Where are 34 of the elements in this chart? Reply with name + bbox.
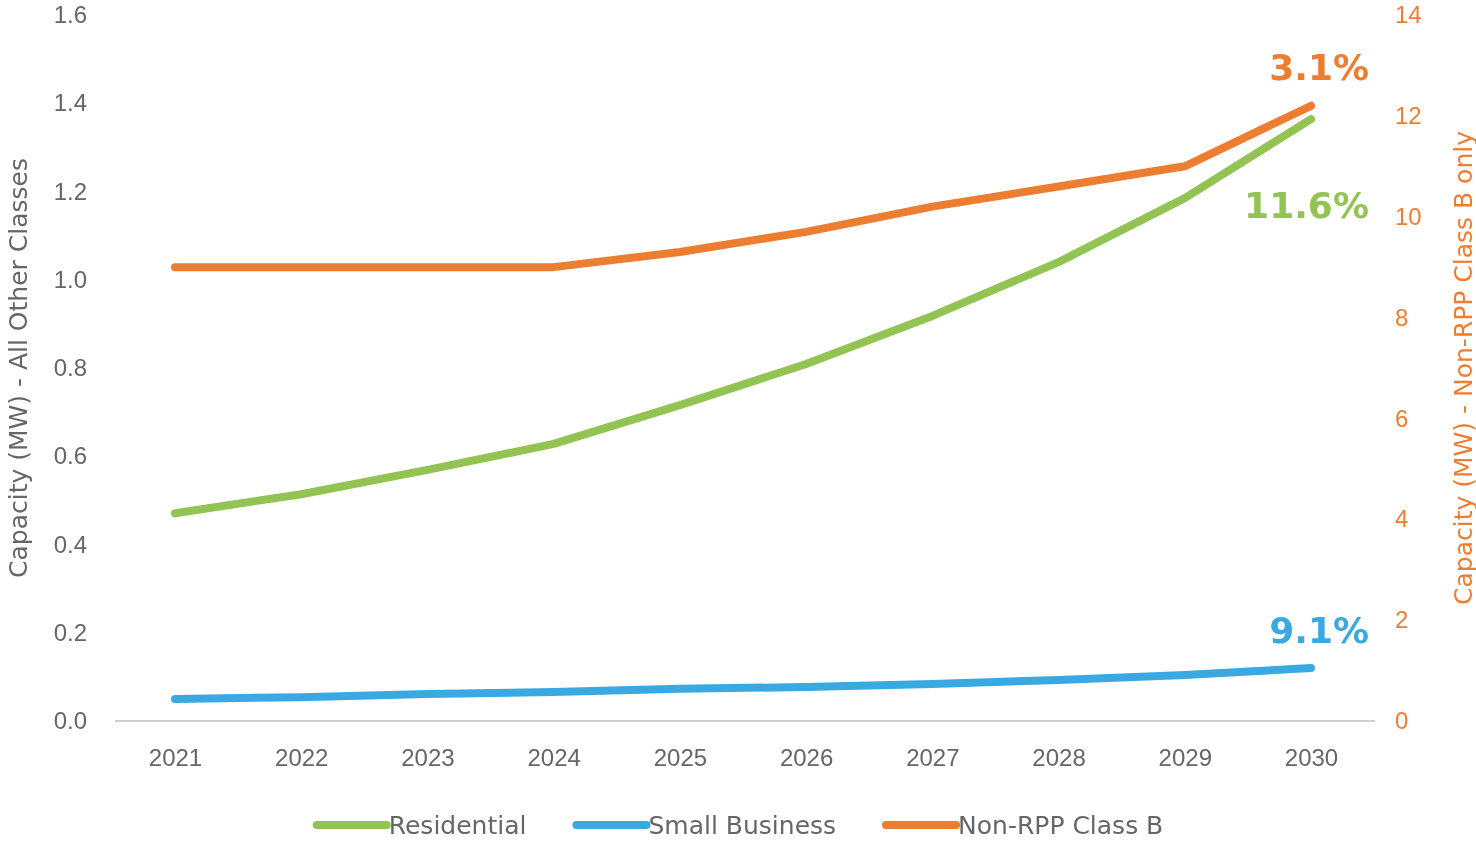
- y-tick-label: 0.2: [53, 618, 87, 646]
- x-tick-label: 2024: [527, 744, 581, 772]
- y2-tick-label: 2: [1395, 606, 1409, 634]
- y2-tick-label: 12: [1395, 102, 1422, 130]
- annotation: 11.6%: [1244, 184, 1369, 226]
- y2-tick-label: 14: [1395, 1, 1422, 29]
- y-tick-label: 1.0: [53, 265, 87, 293]
- y-tick-label: 0.8: [53, 354, 87, 382]
- x-tick-label: 2025: [653, 744, 708, 772]
- y-axis-title: Capacity (MW) - All Other Classes: [4, 158, 33, 578]
- y-tick-label: 1.4: [53, 89, 87, 117]
- y2-tick-label: 8: [1395, 303, 1409, 331]
- y2-tick-label: 0: [1395, 707, 1409, 735]
- x-tick-label: 2023: [401, 744, 455, 772]
- legend-label: Small Business: [648, 810, 837, 840]
- x-tick-label: 2026: [779, 744, 834, 772]
- x-tick-label: 2027: [906, 744, 960, 772]
- legend-label: Non-RPP Class B: [958, 810, 1164, 840]
- annotation: 9.1%: [1269, 609, 1369, 651]
- x-tick-label: 2030: [1284, 744, 1339, 772]
- y2-tick-label: 6: [1395, 404, 1409, 432]
- legend-label: Residential: [388, 810, 527, 840]
- y2-tick-label: 10: [1395, 202, 1422, 230]
- y-tick-label: 0.6: [53, 442, 87, 470]
- annotation: 3.1%: [1269, 47, 1369, 89]
- y-tick-label: 1.6: [53, 1, 87, 29]
- y-tick-label: 1.2: [53, 177, 87, 205]
- y-tick-label: 0.0: [53, 707, 87, 735]
- x-tick-label: 2029: [1158, 744, 1212, 772]
- x-tick-label: 2021: [148, 744, 203, 772]
- x-tick-label: 2022: [275, 744, 329, 772]
- x-tick-label: 2028: [1032, 744, 1086, 772]
- y-tick-label: 0.4: [53, 530, 87, 558]
- y2-tick-label: 4: [1395, 505, 1409, 533]
